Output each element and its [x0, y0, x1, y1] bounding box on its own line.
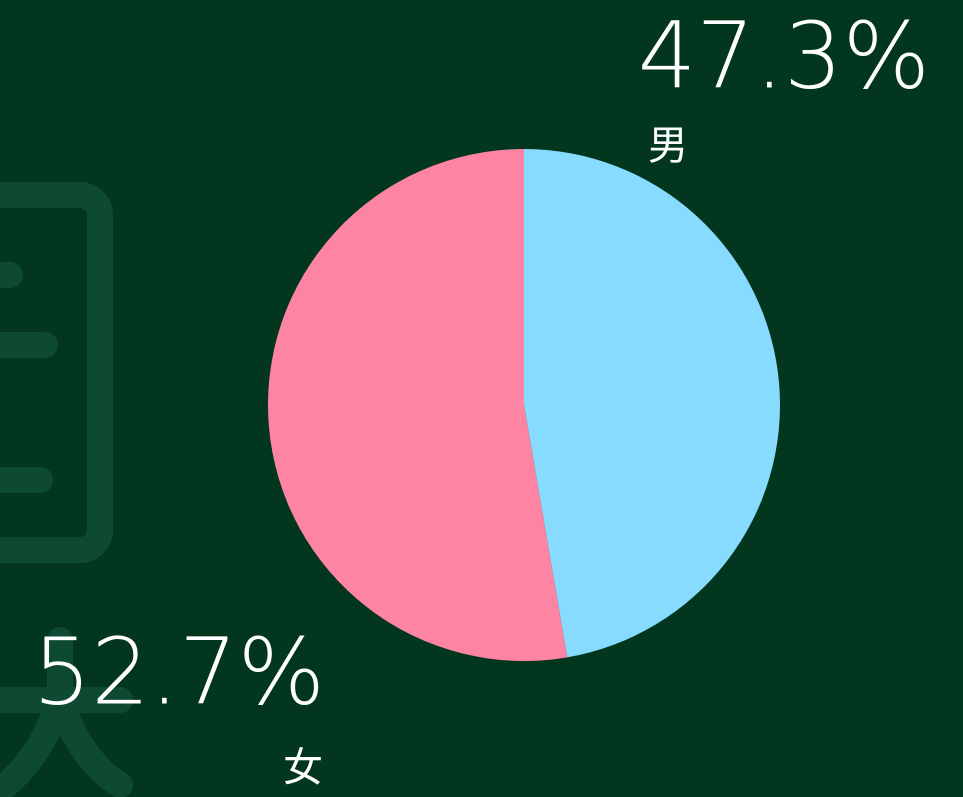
- category-label: 女: [283, 745, 323, 791]
- category-label: 男: [648, 123, 688, 169]
- background-decoration: [0, 182, 133, 797]
- value-label: 52.7%: [33, 619, 325, 726]
- pie-slice: [268, 149, 568, 661]
- pie-slice: [524, 149, 780, 658]
- value-label: 47.3%: [638, 3, 930, 110]
